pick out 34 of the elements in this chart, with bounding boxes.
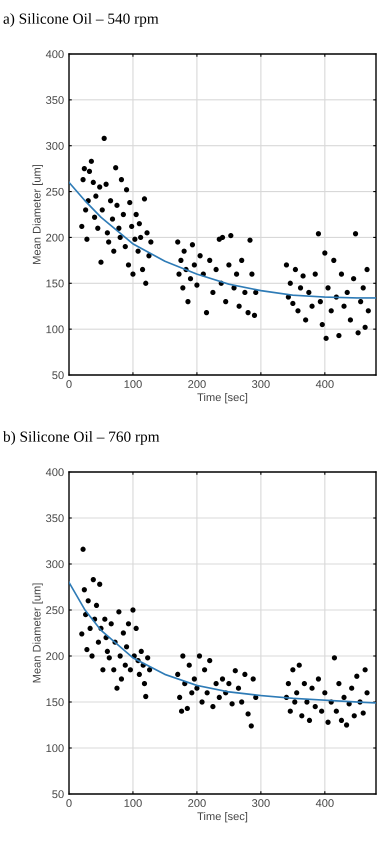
x-tick-label: 100 [124,799,142,808]
y-tick-label: 400 [46,50,64,58]
y-tick-label: 300 [46,560,64,568]
y-axis-title: Mean Diameter [um] [32,164,43,264]
y-axis-title: Mean Diameter [um] [32,583,43,682]
x-tick-label: 300 [252,380,270,388]
y-tick-label: 50 [52,790,64,798]
y-tick-label: 350 [46,96,64,104]
x-tick-label: 300 [252,799,270,808]
y-tick-label: 250 [46,606,64,614]
line-series [69,182,376,299]
chart-title: a) Silicone Oil – 540 rpm [4,13,158,27]
x-tick-label: 400 [316,799,334,808]
y-tick-label: 150 [46,698,64,706]
y-tick-label: 100 [46,325,64,334]
x-tick-label: 100 [124,380,142,388]
y-tick-label: 200 [46,652,64,660]
x-tick-label: 400 [316,380,334,388]
x-axis-title: Time [sec] [197,392,248,404]
y-tick-label: 300 [46,142,64,150]
x-tick-label: 0 [66,799,72,808]
y-tick-label: 400 [46,468,64,476]
y-tick-label: 350 [46,514,64,522]
x-tick-label: 200 [188,380,206,388]
y-tick-label: 200 [46,234,64,242]
line-series [69,582,376,704]
y-tick-label: 150 [46,280,64,288]
x-tick-label: 0 [66,380,72,388]
chart-title: b) Silicone Oil – 760 rpm [3,431,160,445]
y-tick-label: 250 [46,188,64,196]
x-tick-label: 200 [188,799,206,808]
x-axis-title: Time [sec] [197,812,248,822]
y-tick-label: 50 [52,371,64,380]
y-tick-label: 100 [46,744,64,752]
